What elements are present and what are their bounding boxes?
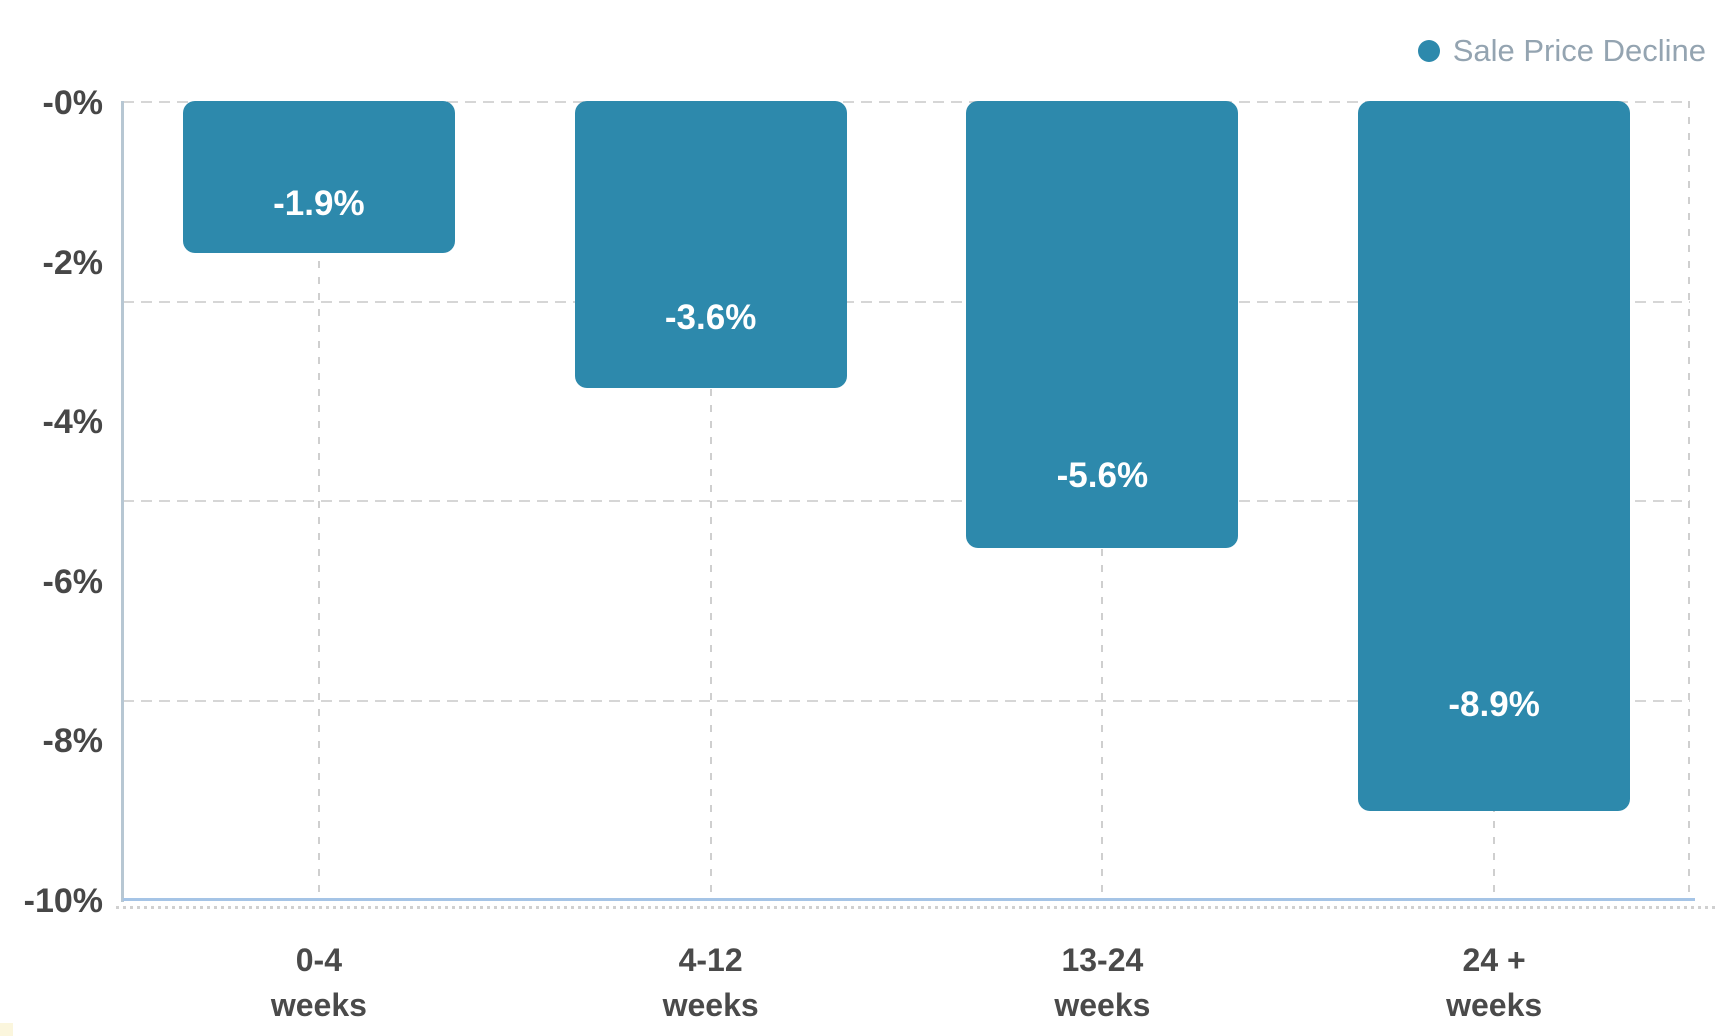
y-axis-line: [121, 101, 124, 902]
x-tick-line1: 13-24: [1061, 942, 1144, 978]
bar-0-4-weeks[interactable]: -1.9%: [182, 101, 455, 253]
v-gridline-cat-1: [317, 101, 320, 899]
plot-area: -1.9% -3.6% -5.6% -8.9%: [123, 101, 1690, 899]
x-tick-line1: 24 +: [1462, 942, 1526, 978]
x-tick-line2: weeks: [270, 987, 367, 1023]
bar-value-label: -3.6%: [664, 297, 757, 337]
x-tick-label-24-plus-weeks: 24 + weeks: [1446, 938, 1542, 1028]
y-tick-label-6: -6%: [42, 562, 103, 601]
legend[interactable]: Sale Price Decline: [1417, 33, 1706, 69]
bar-value-label: -8.9%: [1448, 684, 1540, 724]
x-tick-label-0-4-weeks: 0-4 weeks: [271, 938, 367, 1028]
corner-artifact: [0, 1023, 13, 1036]
x-tick-line1: 4-12: [678, 942, 743, 978]
bar-series: -1.9% -3.6% -5.6% -8.9%: [123, 101, 1690, 899]
bar-4-12-weeks[interactable]: -3.6%: [574, 101, 847, 389]
y-tick-label-2: -2%: [42, 243, 103, 282]
x-axis-dotted-line: [116, 906, 1716, 909]
v-gridline-right-edge: [1688, 101, 1690, 899]
y-tick-label-8: -8%: [42, 722, 103, 761]
legend-marker-dot-icon: [1417, 40, 1440, 62]
y-tick-label-10: -10%: [23, 881, 103, 920]
y-axis: -0% -2% -4% -6% -8% -10%: [0, 84, 103, 920]
h-gridline-5pct: [123, 500, 1690, 502]
x-tick-line2: weeks: [1054, 987, 1151, 1023]
h-gridline-0pct: [123, 101, 1690, 103]
x-tick-label-13-24-weeks: 13-24 weeks: [1054, 938, 1150, 1028]
x-tick-line2: weeks: [662, 987, 759, 1023]
h-gridline-7-5pct: [123, 699, 1690, 702]
y-tick-label-0: -0%: [42, 83, 103, 122]
bar-value-label: -1.9%: [273, 184, 365, 224]
x-tick-label-4-12-weeks: 4-12 weeks: [663, 938, 759, 1028]
bar-13-24-weeks[interactable]: -5.6%: [966, 101, 1239, 548]
legend-label: Sale Price Decline: [1452, 33, 1706, 68]
h-gridline-2-5pct: [123, 300, 1690, 303]
y-tick-label-4: -4%: [42, 403, 103, 442]
x-axis-line: [123, 898, 1695, 901]
bar-value-label: -5.6%: [1056, 456, 1149, 496]
x-axis: 0-4 weeks 4-12 weeks 13-24 weeks 24 + we…: [123, 938, 1690, 1030]
x-tick-line2: weeks: [1446, 987, 1543, 1023]
v-gridline-cat-2: [709, 101, 712, 899]
x-tick-line1: 0-4: [295, 942, 342, 978]
bar-24-plus-weeks[interactable]: -8.9%: [1358, 101, 1631, 812]
